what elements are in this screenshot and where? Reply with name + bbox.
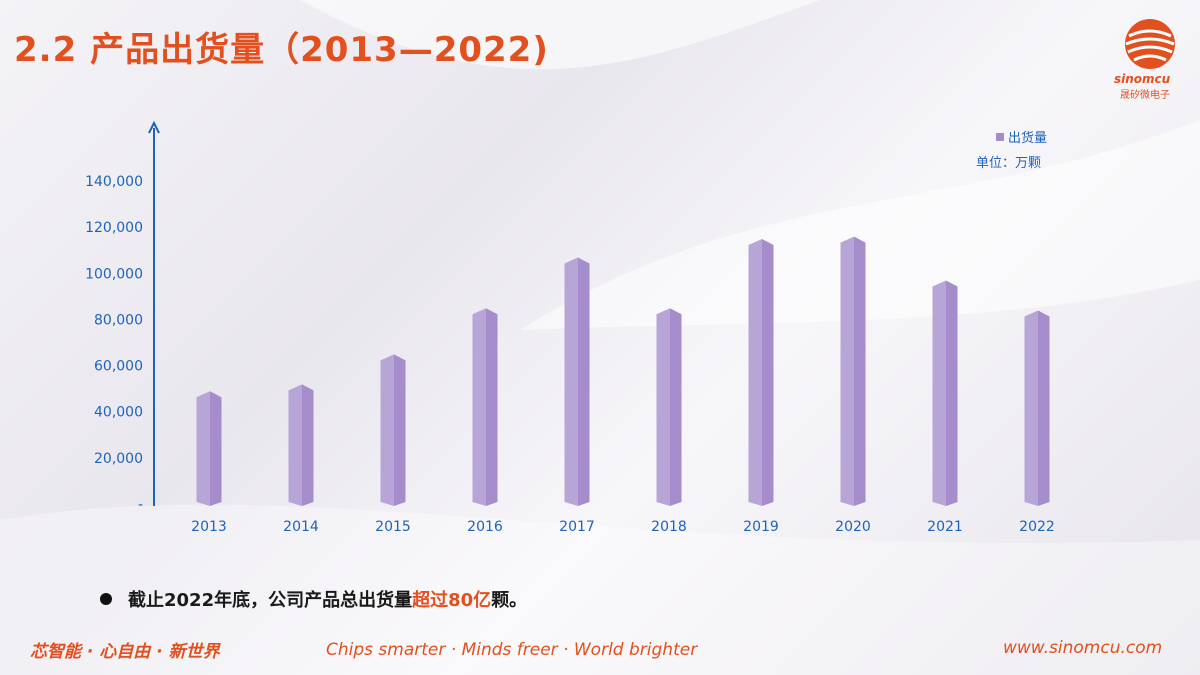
bar-face-right [670, 308, 682, 506]
x-tick-label: 2021 [927, 519, 963, 535]
x-tick-label: 2022 [1019, 519, 1055, 535]
bar-face-left [748, 238, 762, 506]
bar-face-left [196, 391, 210, 506]
bar [564, 257, 590, 506]
bar-face-left [932, 280, 946, 506]
x-tick-label: 2013 [191, 519, 227, 535]
bar [196, 391, 222, 506]
x-tick-label: 2018 [651, 519, 687, 535]
bar [380, 354, 406, 506]
bar [288, 384, 314, 506]
bar [472, 308, 498, 506]
unit-label: 单位：万颗 [976, 156, 1042, 171]
bar-face-left [1024, 310, 1038, 506]
y-tick-label: 140,000 [85, 174, 143, 190]
bar-face-right [762, 238, 774, 506]
y-tick-label: 20,000 [94, 451, 143, 467]
y-tick-label: 100,000 [85, 266, 143, 282]
bar [932, 280, 958, 506]
page-title: 2.2 产品出货量（2013—2022) [14, 30, 549, 70]
bar-face-left [288, 384, 302, 506]
note-suffix: 颗。 [491, 590, 528, 611]
y-tick-label: 120,000 [85, 220, 143, 236]
logo-cn: 晟矽微电子 [1120, 90, 1170, 101]
bar [1024, 310, 1050, 506]
bar-face-right [578, 257, 590, 506]
footer-url: www.sinomcu.com [1003, 638, 1163, 658]
bar-face-left [380, 354, 394, 506]
note-highlight: 超过80亿 [412, 590, 492, 611]
bar [840, 236, 866, 506]
bar-face-right [210, 391, 222, 506]
bar-face-left [472, 308, 486, 506]
y-tick-label: 40,000 [94, 405, 143, 421]
x-tick-label: 2017 [559, 519, 595, 535]
footer-slogan-cn: 芯智能 · 心自由 · 新世界 [30, 642, 220, 662]
bar [748, 238, 774, 506]
bar-face-left [656, 308, 670, 506]
footer-slogan-en: Chips smarter · Minds freer · World brig… [326, 640, 698, 660]
logo-text: sinomcu [1114, 72, 1171, 86]
y-tick-label: 60,000 [94, 359, 143, 375]
x-tick-label: 2014 [283, 519, 319, 535]
sinomcu-logo [1125, 19, 1175, 69]
bar [656, 308, 682, 506]
bar-face-right [854, 236, 866, 506]
y-axis-arrow-icon [148, 120, 160, 134]
x-tick-label: 2020 [835, 519, 871, 535]
y-tick-label: 80,000 [94, 312, 143, 328]
legend-swatch [996, 132, 1004, 141]
x-tick-label: 2016 [467, 519, 503, 535]
legend: 出货量 [996, 127, 1047, 146]
note-prefix: 截止2022年底，公司产品总出货量 [128, 590, 413, 611]
bar-face-right [946, 280, 958, 506]
bar-face-left [840, 236, 854, 506]
legend-label: 出货量 [1008, 131, 1048, 146]
bar-face-right [1038, 310, 1050, 506]
bar-face-right [486, 308, 498, 506]
y-tick-label: - [138, 497, 143, 513]
bullet-icon [100, 593, 112, 605]
bar-face-right [302, 384, 314, 506]
bar-face-right [394, 354, 406, 506]
x-tick-label: 2015 [375, 519, 411, 535]
summary-note: 截止2022年底，公司产品总出货量 超过80亿 颗。 [100, 586, 527, 612]
x-tick-label: 2019 [743, 519, 779, 535]
bar-face-left [564, 257, 578, 506]
